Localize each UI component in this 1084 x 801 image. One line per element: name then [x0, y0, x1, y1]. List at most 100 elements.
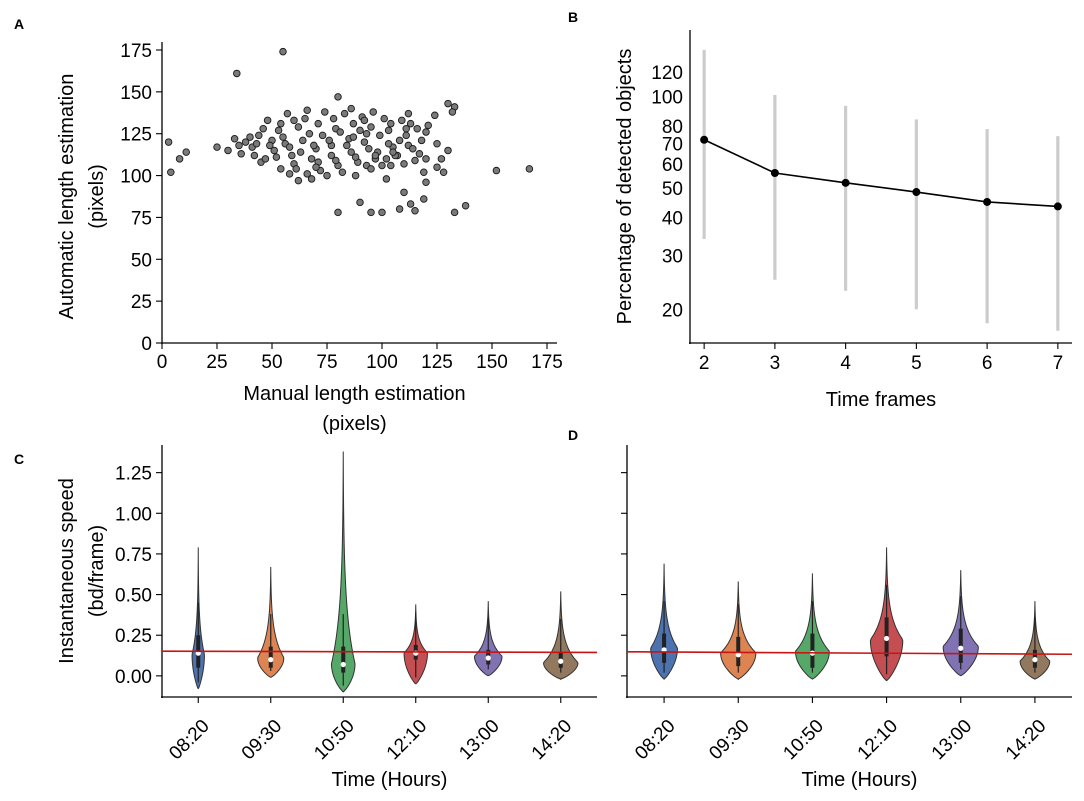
panel-a-x-tick-label: 125	[421, 352, 453, 373]
panel-c-y-tick-label: 0.00	[115, 667, 152, 688]
scatter-point	[420, 195, 428, 203]
panel-c-y-tick-label: 1.00	[115, 504, 152, 525]
scatter-point	[402, 124, 410, 133]
panel-b-y-tick-label: 50	[662, 179, 683, 200]
scatter-point	[261, 155, 270, 163]
scatter-point	[321, 108, 329, 116]
scatter-point	[406, 119, 415, 128]
scatter-point	[246, 133, 254, 141]
scatter-point	[398, 116, 406, 125]
panel-b-series-line	[703, 139, 1058, 208]
scatter-point	[167, 168, 175, 176]
scatter-point	[437, 155, 446, 163]
panel-a-x-tick-label: 75	[316, 352, 337, 373]
panel-c-violin-median	[340, 661, 346, 668]
panel-c-y-tick-label: 0.75	[115, 545, 152, 566]
scatter-point	[314, 119, 322, 128]
panel-b-y-tick-label: 20	[662, 300, 683, 321]
scatter-point	[296, 148, 305, 156]
scatter-point	[285, 143, 294, 151]
scatter-point	[237, 150, 245, 158]
scatter-point	[424, 121, 432, 130]
scatter-point	[367, 165, 375, 173]
scatter-point	[329, 114, 338, 123]
scatter-point	[182, 148, 190, 156]
scatter-point	[492, 166, 501, 175]
panel-d-x-tick-label: 14:20	[1002, 716, 1050, 764]
scatter-point	[422, 155, 430, 163]
scatter-point	[164, 138, 173, 146]
scatter-point	[402, 131, 410, 140]
panel-d-x-tick-label: 10:50	[779, 716, 827, 764]
panel-c-y-tick-label: 1.25	[115, 464, 152, 485]
scatter-point	[318, 131, 327, 140]
scatter-point	[351, 171, 360, 180]
panel-c-y-label-unit: (bd/frame)	[86, 525, 108, 617]
line-point	[770, 169, 779, 178]
panel-a-x-label: Manual length estimation	[243, 383, 465, 405]
scatter-point	[417, 136, 426, 145]
scatter-point	[259, 124, 267, 133]
panel-d-violin-median	[661, 647, 667, 653]
scatter-point	[384, 126, 393, 135]
panel-a-y-label-unit: (pixels)	[86, 164, 108, 228]
scatter-point	[255, 131, 263, 140]
panel-a-x-tick-label: 50	[261, 352, 282, 373]
scatter-point	[233, 69, 241, 78]
scatter-point	[349, 133, 358, 141]
scatter-point	[334, 208, 342, 217]
panel-b-x-tick-label: 6	[982, 353, 993, 374]
line-point	[700, 135, 709, 144]
scatter-point	[285, 170, 294, 178]
scatter-point	[461, 201, 470, 210]
scatter-point	[411, 206, 419, 215]
scatter-point	[356, 198, 364, 207]
scatter-point	[272, 153, 281, 161]
scatter-point	[340, 109, 349, 118]
panel-a-x-tick-label: 150	[476, 352, 508, 373]
scatter-point	[349, 119, 358, 128]
panel-d-trend-line	[626, 651, 1073, 656]
panel-a-x-tick-label: 175	[531, 352, 563, 373]
panel-b-y-tick-label: 80	[662, 117, 683, 138]
panel-d-x-tick-label: 13:00	[928, 716, 976, 764]
panel-a-y-label: Automatic length estimation	[56, 74, 78, 320]
scatter-point	[422, 178, 430, 187]
line-point	[1053, 202, 1062, 211]
scatter-point	[371, 151, 380, 160]
scatter-point	[380, 114, 388, 123]
panel-d-x-tick-label: 09:30	[705, 716, 753, 764]
scatter-point	[351, 153, 360, 161]
scatter-point	[336, 128, 344, 136]
panel-b-x-tick-label: 5	[911, 353, 922, 374]
scatter-point	[395, 136, 404, 145]
panel-d-violin-median	[958, 645, 964, 651]
panel-c-violin-chart: 0.00 0.25 0.50 0.75 1.00 1.25 08:20 09:30 10:50 1…	[56, 445, 598, 791]
scatter-point	[288, 151, 296, 160]
panel-letter-d: D	[568, 427, 578, 443]
panel-letter-b: B	[568, 9, 578, 25]
panel-b-y-tick-label: 30	[662, 247, 683, 268]
scatter-point	[250, 151, 259, 160]
scatter-point	[384, 140, 393, 148]
panel-c-violin	[330, 451, 356, 693]
scatter-point	[420, 168, 428, 176]
panel-a-y-tick-label: 50	[131, 250, 152, 271]
scatter-point	[290, 116, 298, 125]
scatter-point	[406, 200, 415, 208]
scatter-point	[367, 208, 375, 217]
panel-a-x-tick-label: 25	[206, 352, 227, 373]
scatter-point	[382, 155, 391, 163]
panel-b-x-tick-label: 4	[840, 353, 851, 374]
scatter-point	[301, 114, 309, 123]
panel-c-violin-median	[558, 658, 564, 664]
scatter-point	[444, 99, 452, 108]
panel-letter-c: C	[14, 451, 24, 467]
panel-a-y-tick-label: 100	[120, 167, 152, 188]
scatter-point	[279, 133, 287, 141]
panel-b-y-tick-label: 70	[662, 134, 683, 155]
panel-c-x-tick-label: 12:10	[383, 716, 431, 764]
scatter-point	[387, 119, 395, 128]
scatter-point	[305, 129, 314, 138]
panel-b-x-tick-label: 2	[699, 353, 710, 374]
